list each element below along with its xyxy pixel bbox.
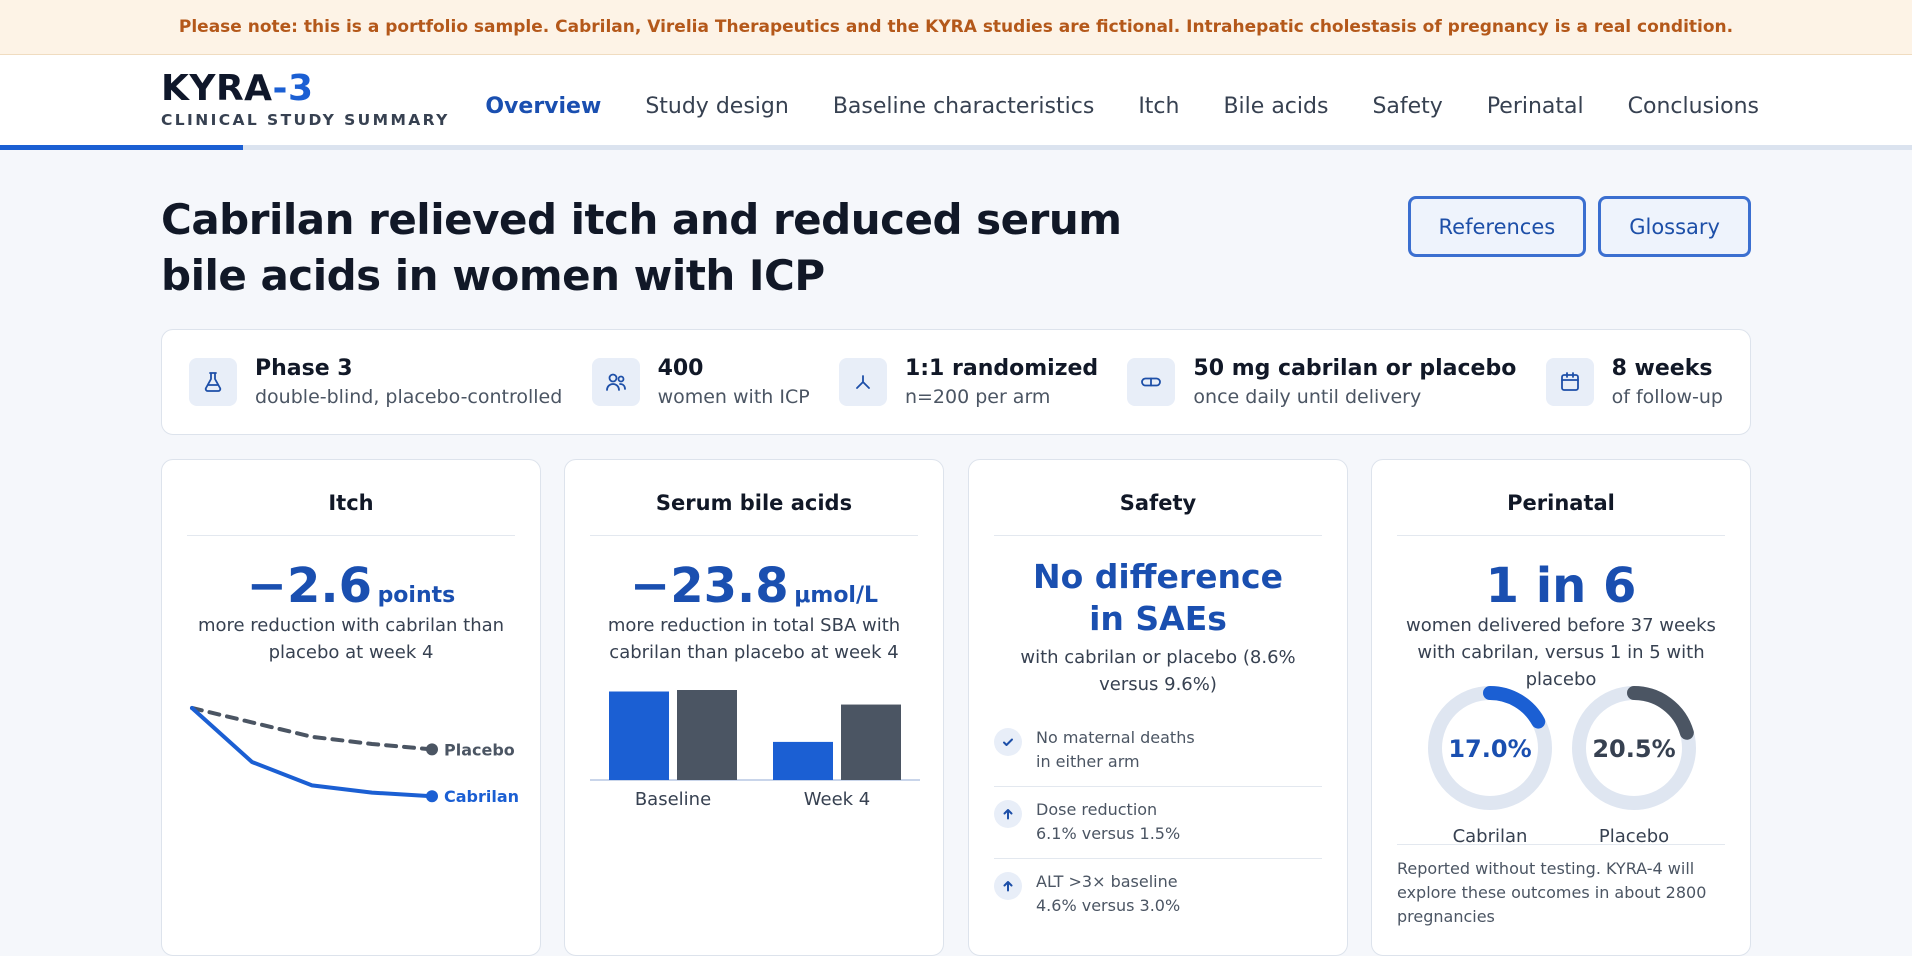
nav-study-design[interactable]: Study design: [645, 94, 789, 119]
pill-icon: [1127, 358, 1176, 406]
bile-acids-card-title: Serum bile acids: [590, 480, 918, 536]
bar-cabrilan-week-4: [773, 741, 833, 780]
people-icon: [591, 358, 640, 406]
bile-acids-headline: −23.8 μmol/L: [629, 558, 879, 614]
study-facts-bar: Phase 3 double-blind, placebo-controlled …: [161, 329, 1751, 435]
nav-conclusions[interactable]: Conclusions: [1627, 94, 1759, 119]
fact-randomization: 1:1 randomized n=200 per arm: [838, 354, 1098, 410]
nav-overview[interactable]: Overview: [485, 94, 602, 119]
list-item: ALT >3× baseline 4.6% versus 3.0%: [994, 859, 1322, 931]
nav-perinatal[interactable]: Perinatal: [1486, 94, 1584, 119]
donut-arc-placebo: [1572, 686, 1696, 810]
nav-baseline-characteristics[interactable]: Baseline characteristics: [832, 94, 1095, 119]
series-end-point-cabrilan: [426, 790, 438, 803]
perinatal-headline: 1 in 6: [1485, 558, 1637, 614]
nav-bile-acids[interactable]: Bile acids: [1223, 94, 1329, 119]
arrow-up-icon: [994, 800, 1022, 828]
itch-card-title: Itch: [187, 480, 515, 536]
brand-logo[interactable]: KYRA-3 CLINICAL STUDY SUMMARY: [161, 68, 450, 130]
series-line-cabrilan: [190, 706, 434, 799]
donut-series-label: Placebo: [1599, 826, 1669, 847]
safety-list: No maternal deaths in either arm Dose red…: [994, 715, 1322, 931]
check-icon: [994, 728, 1022, 756]
donut-arc-cabrilan: [1428, 686, 1552, 810]
top-navigation-bar: KYRA-3 CLINICAL STUDY SUMMARY Overview S…: [0, 55, 1912, 150]
nav-safety[interactable]: Safety: [1372, 94, 1443, 119]
list-item: Dose reduction 6.1% versus 1.5%: [994, 787, 1322, 859]
fact-phase: Phase 3 double-blind, placebo-controlled: [189, 354, 562, 410]
perinatal-description: women delivered before 37 weeks with cab…: [1406, 615, 1716, 690]
nav-itch[interactable]: Itch: [1138, 94, 1180, 119]
main-nav: Overview Study design Baseline character…: [485, 85, 1759, 129]
arrow-up-icon: [994, 872, 1022, 900]
disclaimer-banner: Please note: this is a portfolio sample.…: [0, 0, 1912, 55]
reading-progress-bar: [0, 145, 243, 150]
fact-participants: 400 women with ICP: [591, 354, 810, 410]
bar-placebo-week-4: [841, 704, 901, 780]
calendar-icon: [1545, 358, 1594, 406]
donut-value-label: 17.0%: [1448, 735, 1531, 763]
donut-series-label: Cabrilan: [1453, 826, 1528, 847]
itch-card[interactable]: Itch −2.6 points more reduction with cab…: [161, 459, 541, 956]
header-actions: References Glossary: [1407, 196, 1751, 257]
bar-cabrilan-baseline: [609, 691, 669, 780]
itch-line-chart: Placebo Cabrilan: [190, 706, 519, 806]
perinatal-donut-charts: 17.0% Cabrilan 20.5% Placebo: [1428, 686, 1696, 847]
list-item: No maternal deaths in either arm: [994, 715, 1322, 787]
brand-name: KYRA-3: [161, 68, 314, 109]
flask-icon: [189, 358, 237, 406]
perinatal-card[interactable]: Perinatal 1 in 6 women delivered before …: [1371, 459, 1751, 956]
itch-description: more reduction with cabrilan than placeb…: [197, 615, 505, 663]
safety-headline: No difference in SAEs: [1033, 557, 1283, 638]
series-label-placebo: Placebo: [444, 740, 515, 759]
brand-subtitle: CLINICAL STUDY SUMMARY: [161, 111, 450, 129]
category-label: Week 4: [804, 789, 871, 810]
safety-card-title: Safety: [994, 480, 1322, 536]
itch-headline: −2.6 points: [246, 558, 456, 614]
fact-dose: 50 mg cabrilan or placebo once daily unti…: [1127, 354, 1516, 410]
series-line-placebo: [190, 706, 434, 752]
page-title: Cabrilan relieved itch and reduced serum…: [161, 195, 1122, 300]
bile-acids-description: more reduction in total SBA with cabrila…: [607, 615, 901, 663]
series-end-point-placebo: [426, 743, 438, 756]
safety-description: with cabrilan or placebo (8.6% versus 9.…: [1020, 647, 1296, 695]
references-button[interactable]: References: [1407, 196, 1587, 257]
donut-value-label: 20.5%: [1592, 735, 1675, 763]
perinatal-card-title: Perinatal: [1397, 480, 1725, 536]
bar-placebo-baseline: [677, 690, 737, 780]
perinatal-note: Reported without testing. KYRA-4 will ex…: [1397, 844, 1725, 929]
safety-card[interactable]: Safety No difference in SAEs with cabrila…: [968, 459, 1348, 956]
bile-acids-bar-chart: Baseline Week 4: [590, 690, 920, 810]
split-icon: [838, 358, 887, 406]
fact-followup: 8 weeks of follow-up: [1545, 354, 1723, 410]
series-label-cabrilan: Cabrilan: [444, 787, 519, 806]
category-label: Baseline: [635, 789, 711, 810]
glossary-button[interactable]: Glossary: [1598, 196, 1751, 257]
bile-acids-card[interactable]: Serum bile acids −23.8 μmol/L more reduc…: [564, 459, 944, 956]
